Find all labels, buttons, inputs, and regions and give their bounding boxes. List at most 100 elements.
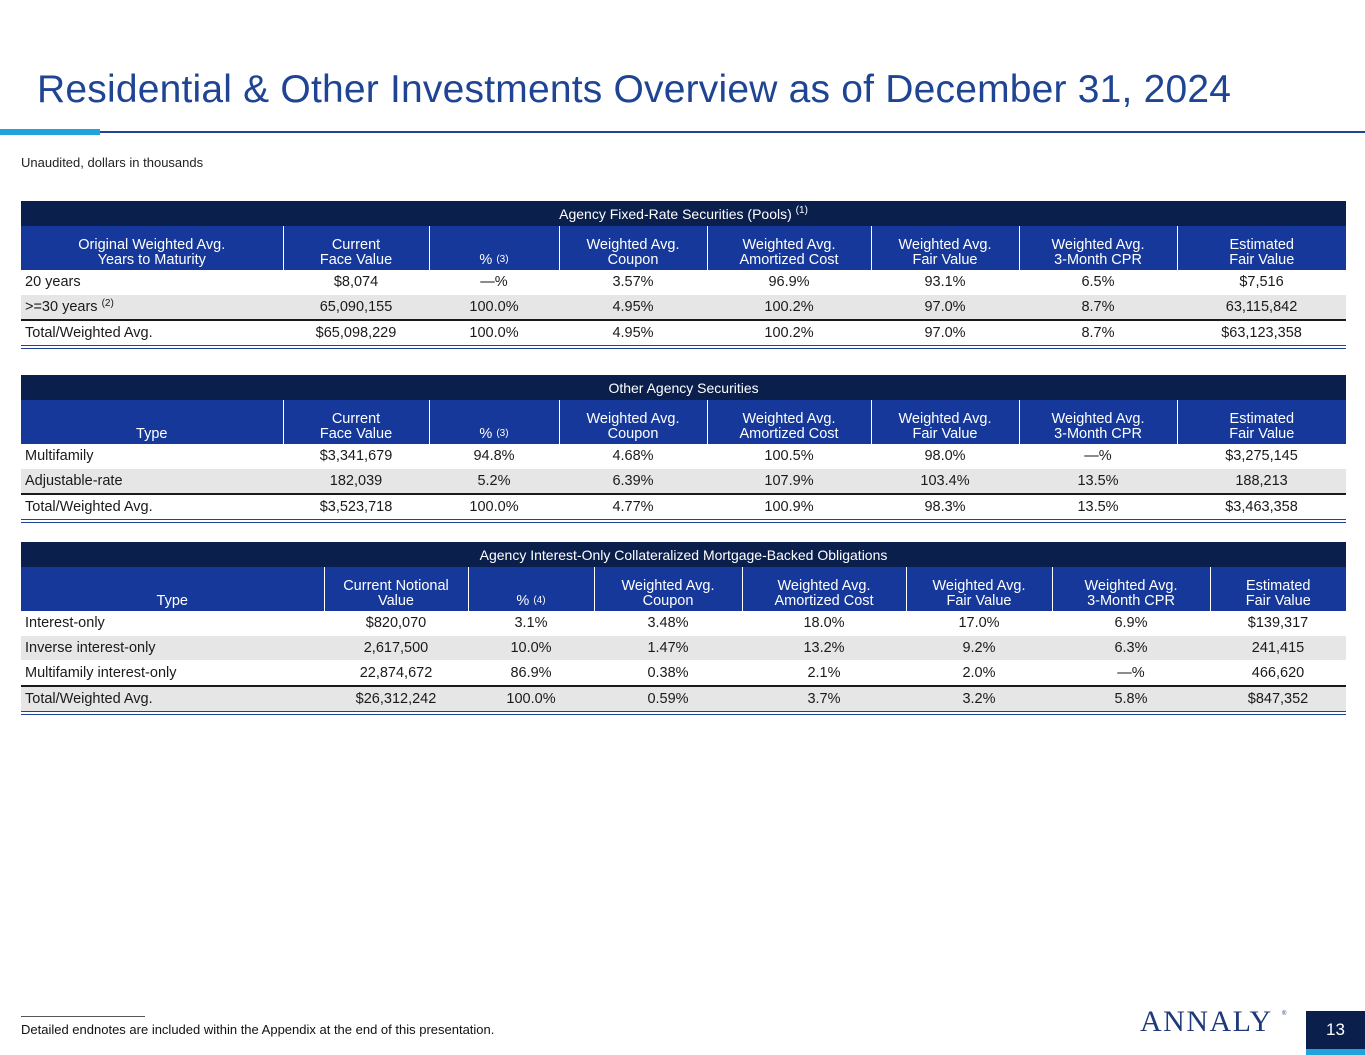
table-cell: 4.68% (559, 444, 707, 469)
total-label: Total/Weighted Avg. (21, 319, 283, 349)
total-cell: 4.95% (559, 319, 707, 349)
column-header-line: Fair Value (946, 593, 1012, 609)
total-row: Total/Weighted Avg. $3,523,718 100.0% 4.77%… (21, 493, 1347, 523)
footnote-divider (21, 1016, 145, 1017)
table-cell: 98.0% (871, 444, 1019, 469)
table-cell: $3,275,145 (1177, 444, 1347, 469)
row-label: Multifamily (21, 444, 283, 469)
column-header-line: % (516, 593, 530, 609)
column-header: Estimated Fair Value (1177, 400, 1347, 444)
row-label-text: Adjustable-rate (25, 473, 123, 489)
total-cell: 4.77% (559, 493, 707, 523)
table-cell: —% (429, 270, 559, 295)
table-cell: $820,070 (324, 611, 468, 636)
column-header-line: Original Weighted Avg. (78, 237, 226, 253)
table-row: >=30 years (2) 65,090,155 100.0% 4.95% 100.2… (21, 294, 1347, 321)
total-cell: 3.7% (742, 685, 906, 715)
column-header: Weighted Avg. 3-Month CPR (1019, 226, 1178, 270)
table-title-text: Other Agency Securities (608, 379, 759, 396)
total-cell: $63,123,358 (1177, 319, 1347, 349)
column-header-line: Amortized Cost (774, 593, 874, 609)
column-header-note: (3) (496, 428, 509, 439)
column-header: Current Face Value (283, 400, 430, 444)
table-cell: 86.9% (468, 660, 594, 687)
table-cell: 100.2% (707, 294, 871, 321)
table-cell: 3.57% (559, 270, 707, 295)
column-header: Weighted Avg. Amortized Cost (707, 400, 872, 444)
column-header-line: Fair Value (912, 252, 978, 268)
total-row: Total/Weighted Avg. $26,312,242 100.0% 0.59… (21, 685, 1347, 715)
total-cell: 100.0% (429, 493, 559, 523)
title-divider (0, 131, 1365, 133)
total-cell: 100.0% (468, 685, 594, 715)
page-number: 13 (1306, 1011, 1365, 1049)
table-cell: 241,415 (1210, 635, 1347, 661)
column-header-line: Face Value (319, 252, 393, 268)
column-header: % (3) (429, 226, 560, 270)
column-header: Original Weighted Avg. Years to Maturity (21, 226, 284, 270)
column-header-line: Weighted Avg. (1051, 411, 1145, 427)
table-cell: 93.1% (871, 270, 1019, 295)
column-header-row: Original Weighted Avg. Years to Maturity C… (21, 226, 1347, 270)
other-agency-table: Other Agency Securities Type Current Face V… (21, 375, 1347, 523)
annaly-logo: ANNALY (1140, 1005, 1273, 1038)
column-header: Weighted Avg. Coupon (559, 226, 708, 270)
column-header: Type (21, 400, 284, 444)
column-header-line: 3-Month CPR (1054, 252, 1142, 268)
table-cell: 22,874,672 (324, 660, 468, 687)
total-cell: 100.2% (707, 319, 871, 349)
column-header: Type (21, 567, 325, 611)
row-label-note: (2) (101, 298, 114, 309)
table-row: Adjustable-rate 182,039 5.2% 6.39% 107.9% 103… (21, 468, 1347, 495)
column-header: Weighted Avg. Coupon (594, 567, 743, 611)
total-cell: $847,352 (1210, 685, 1347, 715)
endnotes-footnote: Detailed endnotes are included within th… (21, 1022, 495, 1037)
total-cell: 100.9% (707, 493, 871, 523)
table-cell: 3.48% (594, 611, 742, 636)
column-header-line: Value (377, 593, 414, 609)
table-cell: 96.9% (707, 270, 871, 295)
column-header: Weighted Avg. 3-Month CPR (1019, 400, 1178, 444)
interest-only-cmo-table: Agency Interest-Only Collateralized Mort… (21, 542, 1347, 715)
total-cell: 0.59% (594, 685, 742, 715)
table-cell: 2.0% (906, 660, 1052, 687)
column-header-line: Weighted Avg. (898, 411, 992, 427)
row-label-text: Multifamily (25, 448, 94, 464)
column-header: % (3) (429, 400, 560, 444)
table-cell: 9.2% (906, 635, 1052, 661)
column-header-line: 3-Month CPR (1087, 593, 1175, 609)
total-cell: $3,523,718 (283, 493, 429, 523)
column-header-line: Weighted Avg. (586, 237, 680, 253)
total-cell: 3.2% (906, 685, 1052, 715)
table-cell: 13.2% (742, 635, 906, 661)
total-cell: 100.0% (429, 319, 559, 349)
table-cell: 103.4% (871, 468, 1019, 495)
table-cell: 182,039 (283, 468, 429, 495)
column-header-note: (4) (533, 595, 546, 606)
total-label: Total/Weighted Avg. (21, 685, 324, 715)
table-cell: 5.2% (429, 468, 559, 495)
column-header-line: Current (331, 411, 381, 427)
row-label: Multifamily interest-only (21, 660, 324, 687)
row-label-text: Inverse interest-only (25, 640, 156, 656)
column-header-line: Fair Value (1245, 593, 1311, 609)
column-header-line: Coupon (642, 593, 694, 609)
column-header-line: Amortized Cost (739, 426, 839, 442)
total-cell: 5.8% (1052, 685, 1210, 715)
row-label-text: 20 years (25, 274, 81, 290)
column-header-line: Estimated (1246, 578, 1311, 594)
table-cell: 0.38% (594, 660, 742, 687)
column-header-line: Current Notional (343, 578, 449, 594)
table-cell: 1.47% (594, 635, 742, 661)
table-cell: 6.39% (559, 468, 707, 495)
column-header-line: Years to Maturity (97, 252, 206, 268)
table-title: Agency Interest-Only Collateralized Mort… (21, 542, 1347, 567)
page-subtitle: Unaudited, dollars in thousands (21, 155, 204, 170)
table-title-row: Agency Interest-Only Collateralized Mort… (21, 542, 1347, 567)
table-row: Multifamily interest-only 22,874,672 86.9%… (21, 660, 1347, 687)
table-cell: 65,090,155 (283, 294, 429, 321)
table-cell: 2.1% (742, 660, 906, 687)
agency-fixed-rate-table: Agency Fixed-Rate Securities (Pools) (1)… (21, 201, 1347, 349)
column-header-row: Type Current Notional Value% (4) Weighted A… (21, 567, 1347, 611)
column-header-line: Estimated (1229, 411, 1295, 427)
